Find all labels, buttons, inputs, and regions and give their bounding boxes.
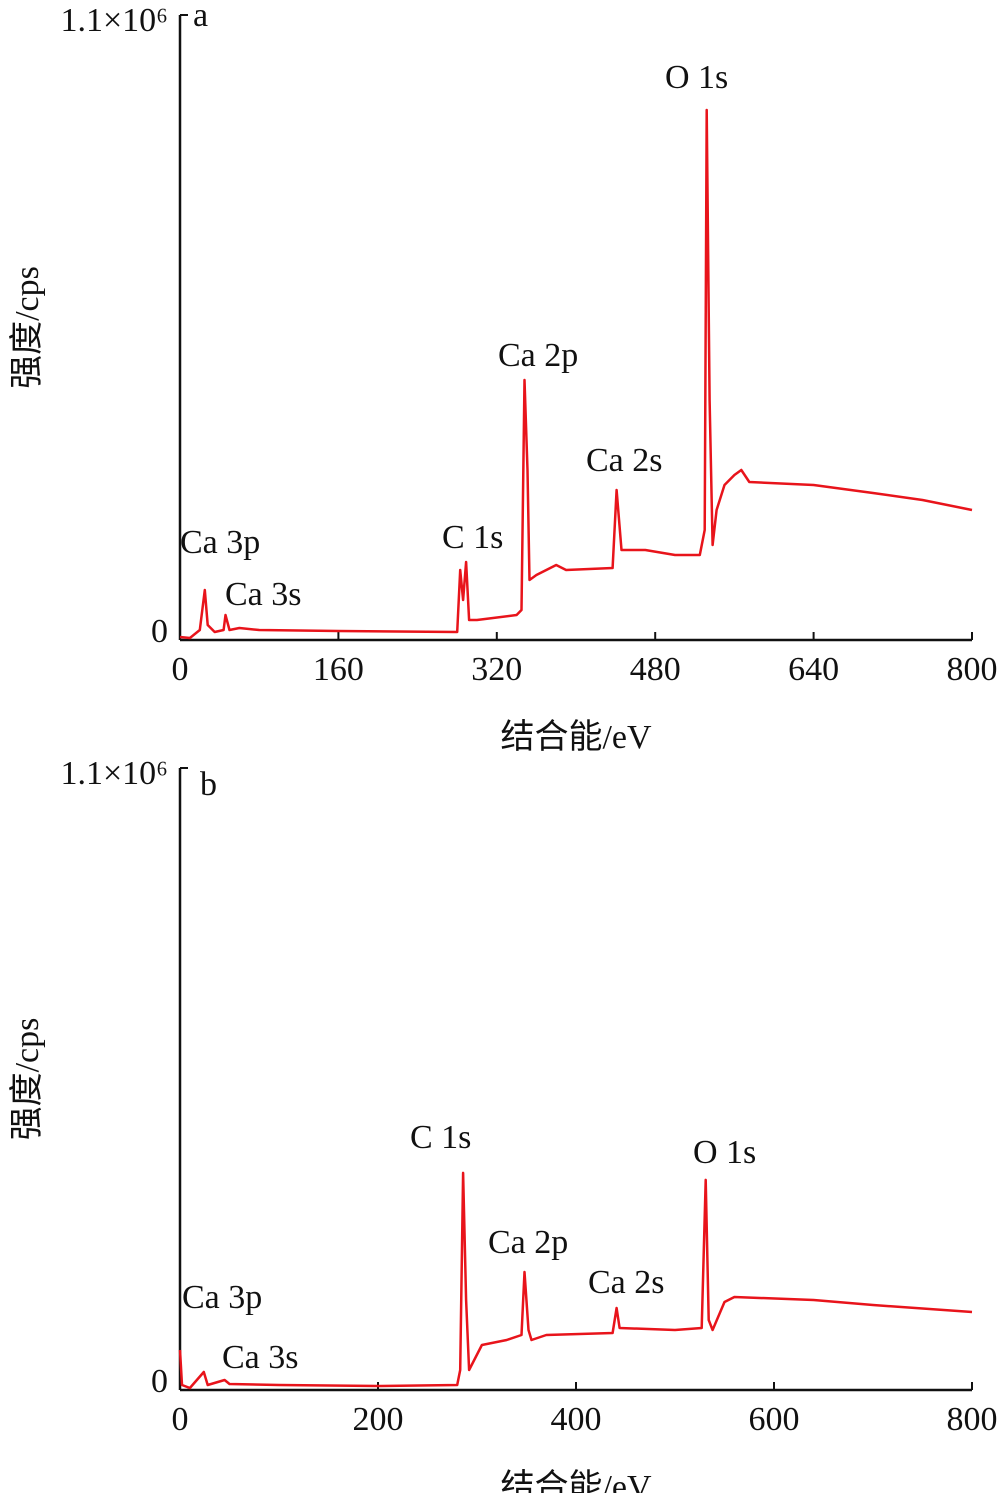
peak-label: Ca 3s — [225, 576, 302, 613]
panel-label: b — [200, 766, 217, 803]
x-tick-label: 800 — [947, 651, 998, 688]
peak-label: O 1s — [665, 59, 728, 96]
peak-label: C 1s — [410, 1119, 471, 1156]
peak-label: Ca 2p — [498, 337, 578, 374]
peak-label: Ca 2s — [588, 1264, 665, 1301]
y-tick-label: 1.1×10⁶ — [60, 755, 168, 792]
peak-label: C 1s — [442, 519, 503, 556]
y-axis-label: 强度/cps — [8, 1018, 46, 1141]
peak-label: Ca 2s — [586, 442, 663, 479]
peak-label: Ca 3s — [222, 1339, 299, 1376]
x-tick-label: 800 — [947, 1401, 998, 1438]
x-tick-label: 0 — [172, 1401, 189, 1438]
panel-label: a — [193, 0, 208, 34]
peak-label: Ca 3p — [180, 524, 260, 561]
x-tick-label: 600 — [749, 1401, 800, 1438]
y-tick-label: 1.1×10⁶ — [60, 2, 168, 39]
x-axis-label: 结合能/eV — [500, 718, 652, 756]
x-tick-label: 200 — [353, 1401, 404, 1438]
spectrum-line — [179, 108, 973, 640]
x-tick-label: 640 — [788, 651, 839, 688]
y-tick-label: 0 — [151, 613, 168, 650]
x-tick-label: 480 — [630, 651, 681, 688]
peak-label: Ca 2p — [488, 1224, 568, 1261]
x-tick-label: 320 — [471, 651, 522, 688]
peak-label: O 1s — [693, 1134, 756, 1171]
spectrum-line — [178, 1171, 973, 1390]
x-tick-label: 400 — [551, 1401, 602, 1438]
peak-label: Ca 3p — [182, 1279, 262, 1316]
y-axis-label: 强度/cps — [8, 266, 46, 389]
x-tick-label: 0 — [172, 651, 189, 688]
x-axis-label: 结合能/eV — [500, 1468, 652, 1493]
y-tick-label: 0 — [151, 1363, 168, 1400]
x-tick-label: 160 — [313, 651, 364, 688]
